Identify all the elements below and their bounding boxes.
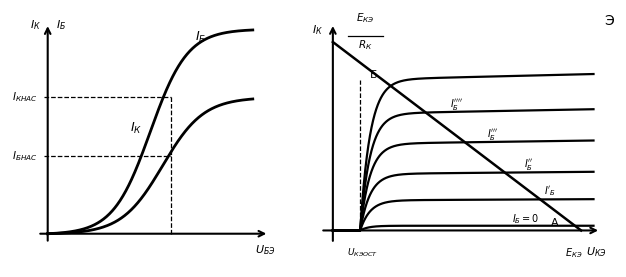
Text: $I^{\prime\prime\prime}_Б$: $I^{\prime\prime\prime}_Б$ <box>487 127 498 142</box>
Text: $E_{КЭ}$: $E_{КЭ}$ <box>356 11 374 25</box>
Text: Б: Б <box>370 70 377 80</box>
Text: $I_Б$: $I_Б$ <box>195 30 207 45</box>
Text: Э: Э <box>603 14 613 28</box>
Text: $U_{КЭ}$: $U_{КЭ}$ <box>585 245 607 259</box>
Text: $I^{\prime\prime}_Б$: $I^{\prime\prime}_Б$ <box>524 157 533 172</box>
Text: $I^{\prime\prime\prime\prime}_Б$: $I^{\prime\prime\prime\prime}_Б$ <box>449 97 463 112</box>
Text: $I'_Б$: $I'_Б$ <box>544 184 556 198</box>
Text: $R_К$: $R_К$ <box>358 38 372 52</box>
Text: А: А <box>552 218 559 228</box>
Text: $E_{КЭ}$: $E_{КЭ}$ <box>565 247 582 260</box>
Text: $I_{БНАС}$: $I_{БНАС}$ <box>12 149 38 163</box>
Text: $I_Б=0$: $I_Б=0$ <box>511 212 539 226</box>
Text: $I_Б$: $I_Б$ <box>56 18 66 32</box>
Text: $I_К$: $I_К$ <box>130 121 142 136</box>
Text: $I_{КНАС}$: $I_{КНАС}$ <box>12 90 38 104</box>
Text: $U_{БЭ}$: $U_{БЭ}$ <box>255 243 275 257</box>
Text: $I_К$: $I_К$ <box>31 18 41 32</box>
Text: $I_К$: $I_К$ <box>312 23 323 37</box>
Text: $U_{КЭ ОСТ}$: $U_{КЭ ОСТ}$ <box>347 247 378 259</box>
